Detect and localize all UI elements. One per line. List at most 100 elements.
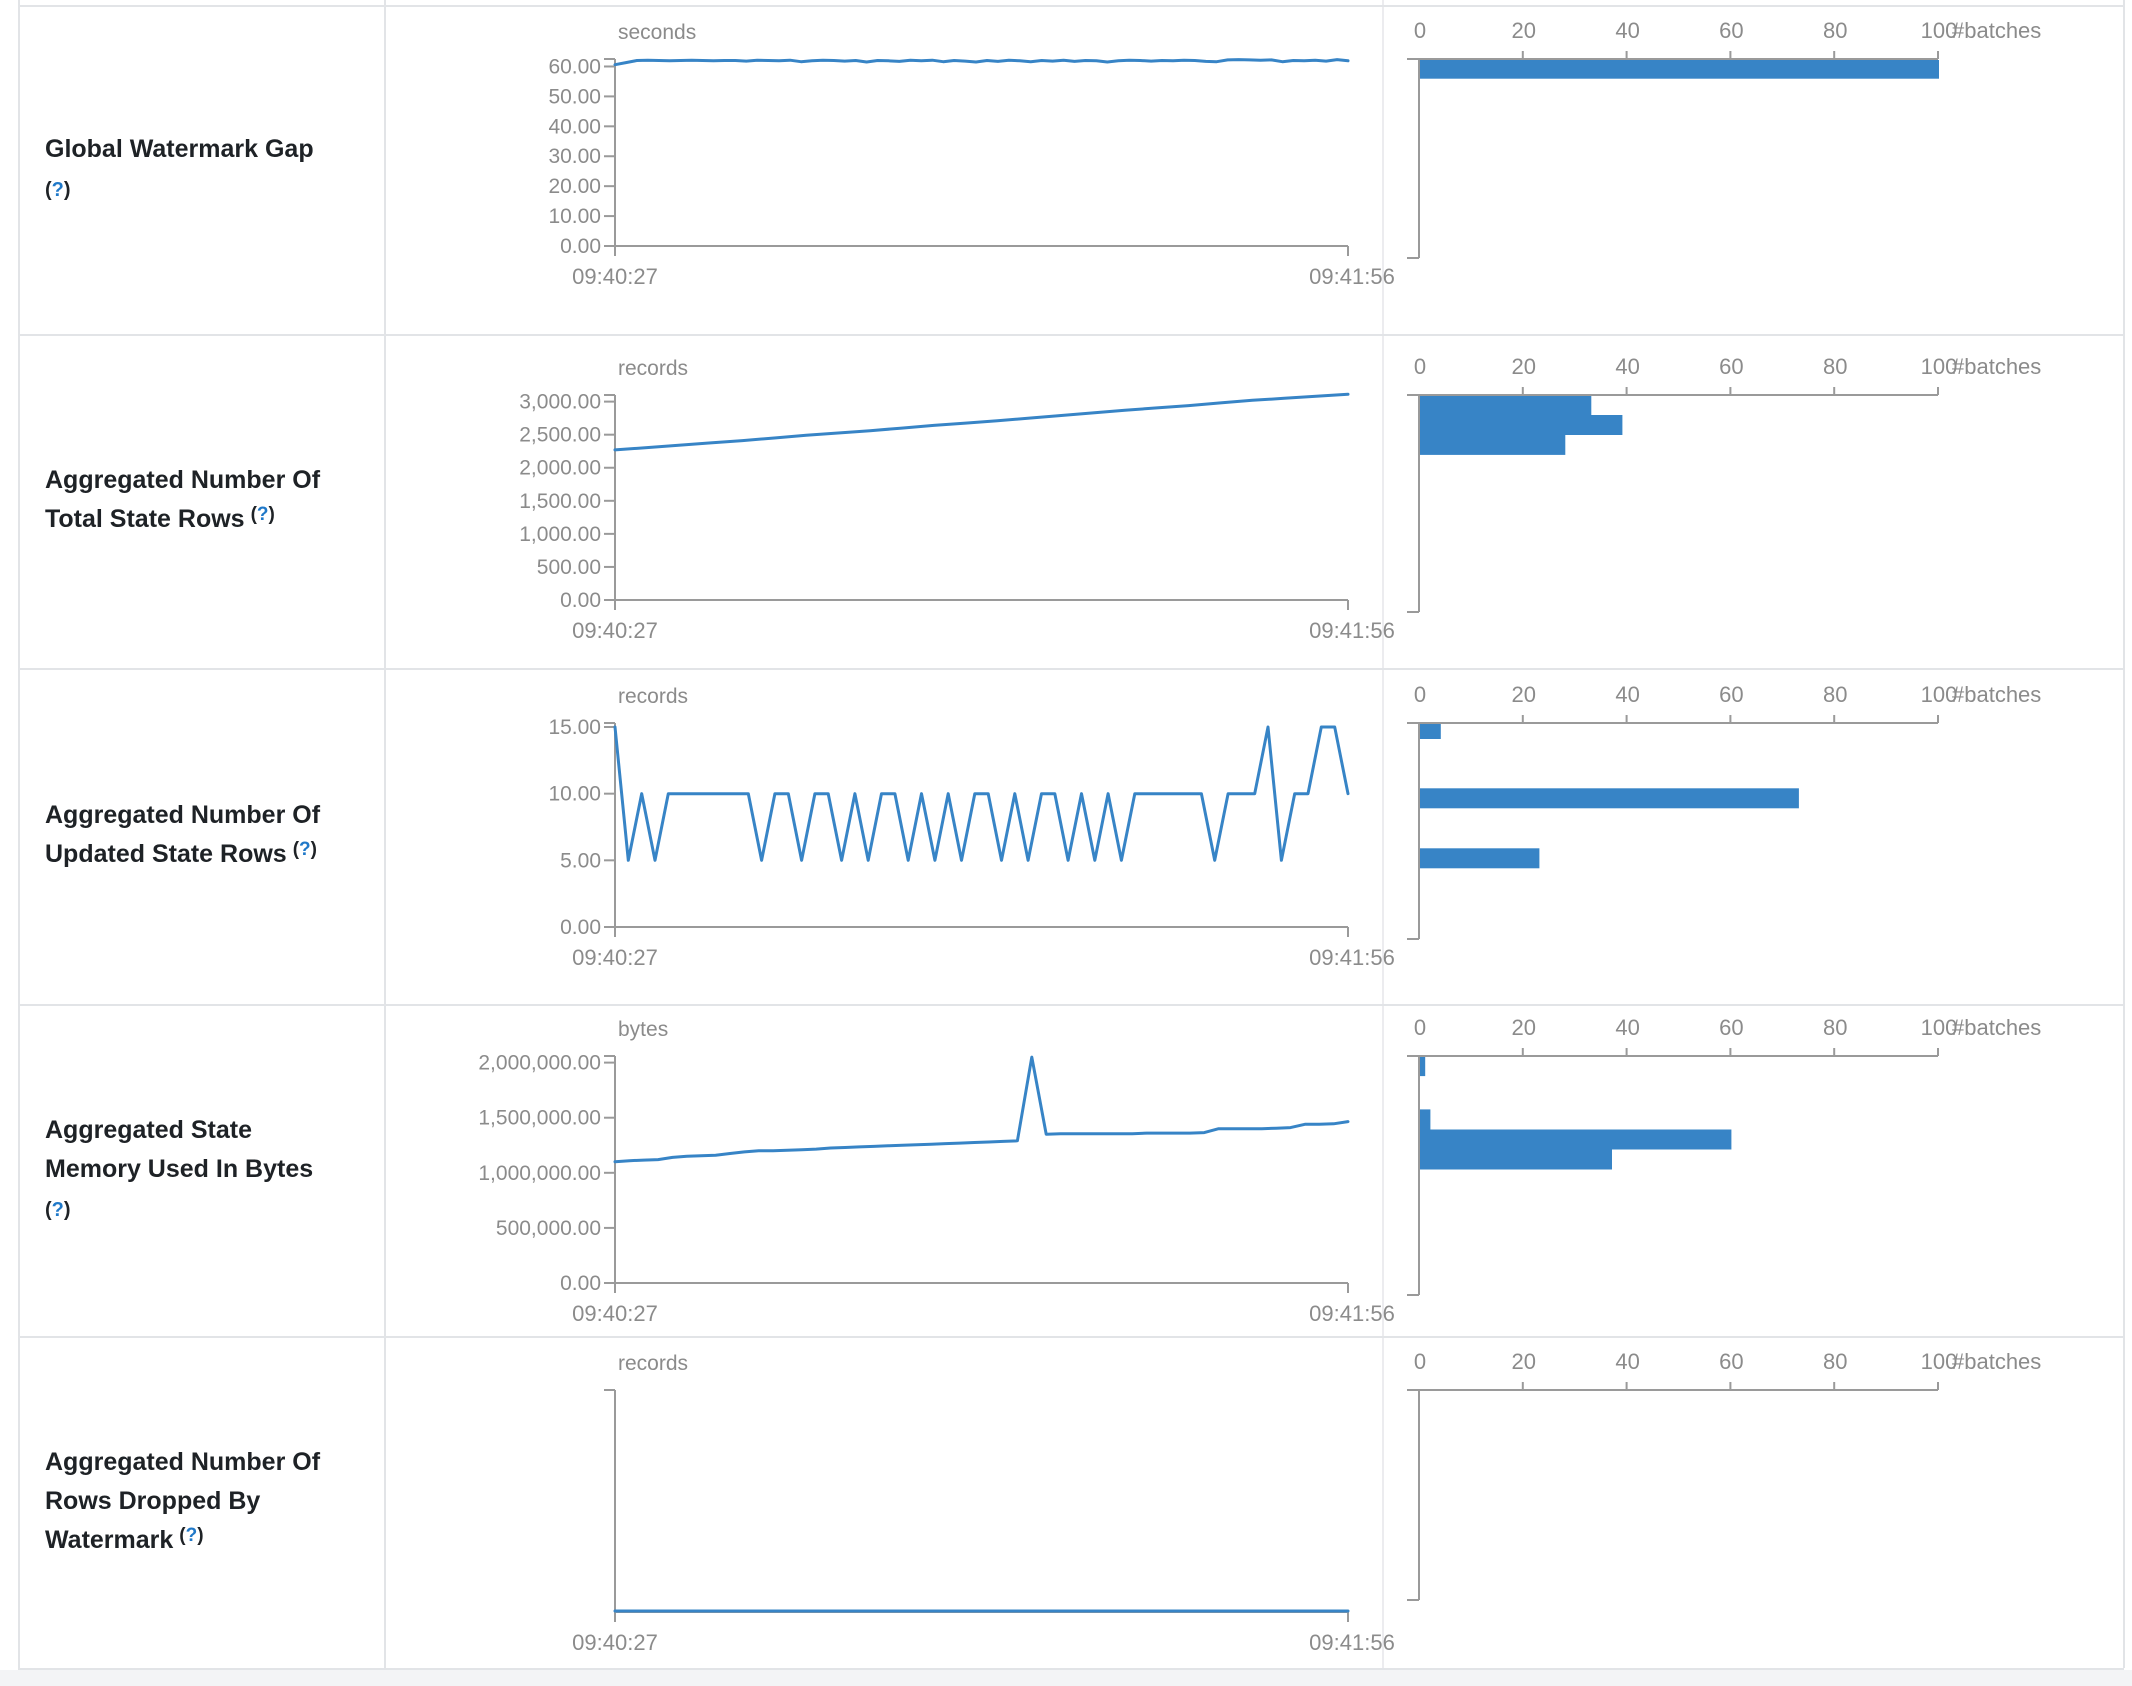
timeline-y-tick-label: 10.00: [548, 205, 601, 228]
timeline-y-tick-label: 20.00: [548, 175, 601, 198]
histogram-bar: [1420, 1057, 1426, 1077]
histogram-bar: [1420, 434, 1566, 455]
timeline-x-tick-label: 09:40:27: [572, 945, 658, 970]
timeline-unit-label: seconds: [618, 21, 696, 44]
question-mark-icon: ?: [51, 1198, 64, 1221]
timeline-y-tick-label: 2,000.00: [519, 457, 601, 480]
help-tooltip-link[interactable]: (?): [179, 1524, 204, 1546]
timeline-x-tick-label: 09:40:27: [572, 618, 658, 643]
timeline-x-tick-label: 09:41:56: [1309, 1630, 1395, 1655]
page-background-strip: [0, 1670, 2132, 1686]
timeline-y-tick-label: 1,000,000.00: [478, 1162, 601, 1185]
histogram-bar: [1420, 788, 1799, 809]
timeline-x-tick-label: 09:41:56: [1309, 1301, 1395, 1326]
histogram-x-tick-label: 40: [1615, 18, 1639, 43]
timeline-y-tick-label: 1,000.00: [519, 523, 601, 546]
help-tooltip-link[interactable]: (?): [45, 178, 71, 201]
metric-name-line: Aggregated Number Of: [45, 1447, 321, 1476]
timeline-line: [613, 392, 1350, 452]
histogram-x-tick-label: 40: [1615, 682, 1639, 707]
metric-name-rows-dropped-by-watermark: Aggregated Number Of Rows Dropped By Wat…: [20, 1336, 382, 1668]
histogram-x-tick-label: 80: [1823, 682, 1847, 707]
histogram-bar: [1420, 415, 1623, 435]
histogram-x-tick-label: 0: [1414, 18, 1426, 43]
histogram-x-tick-label: 20: [1512, 1015, 1536, 1040]
histogram-axis-title: #batches: [1952, 1015, 2041, 1040]
timeline-line: [613, 58, 1350, 67]
timeline-y-tick-label: 30.00: [548, 145, 601, 168]
metric-name-updated-state-rows: Aggregated Number Of Updated State Rows(…: [20, 668, 382, 1004]
histogram-bar: [1420, 60, 1939, 79]
metric-name-line: (?): [45, 169, 314, 210]
timeline-line: [613, 725, 1350, 862]
histogram-bar: [1420, 1109, 1431, 1130]
timeline-unit-label: records: [618, 357, 688, 380]
metric-name-line: Memory Used In Bytes: [45, 1154, 314, 1183]
question-mark-icon: ?: [256, 504, 269, 525]
timeline-y-tick-label: 0.00: [560, 589, 601, 612]
timeline-y-tick-label: 2,000,000.00: [478, 1052, 601, 1075]
table-border: [18, 334, 2124, 336]
metric-name-line: (?): [45, 1189, 313, 1230]
help-tooltip-link[interactable]: (?): [45, 1198, 71, 1221]
histogram-x-tick-label: 0: [1414, 1015, 1426, 1040]
metric-name-line: Watermark (?): [45, 1524, 204, 1554]
histogram-x-tick-label: 60: [1719, 18, 1743, 43]
metric-name-line: Aggregated Number Of: [45, 466, 321, 494]
metric-name-line: Rows Dropped By: [45, 1486, 261, 1515]
timeline-y-tick-label: 10.00: [548, 783, 601, 806]
timeline-y-tick-label: 0.00: [560, 235, 601, 258]
help-tooltip-link[interactable]: (?): [292, 839, 317, 860]
histogram-x-tick-label: 100: [1921, 682, 1958, 707]
metric-name-total-state-rows: Aggregated Number Of Total State Rows (?): [20, 334, 382, 668]
help-tooltip-link[interactable]: (?): [250, 504, 275, 525]
histogram-axis-title: #batches: [1952, 1349, 2041, 1374]
metric-name-line: Aggregated Number Of: [45, 801, 321, 829]
histogram-x-tick-label: 40: [1615, 1015, 1639, 1040]
histogram-x-tick-label: 60: [1719, 1349, 1743, 1374]
timeline-x-tick-label: 09:40:27: [572, 264, 658, 289]
table-border: [1382, 0, 1384, 1668]
histogram-bar: [1420, 1129, 1732, 1150]
timeline-y-tick-label: 0.00: [560, 916, 601, 939]
table-border: [384, 0, 386, 1668]
timeline-y-tick-label: 1,500.00: [519, 490, 601, 513]
histogram-x-tick-label: 100: [1921, 1015, 1958, 1040]
table-border: [18, 1668, 2124, 1670]
histogram-bar: [1420, 848, 1540, 869]
metric-name-line: Total State Rows (?): [45, 504, 275, 533]
histogram-x-tick-label: 40: [1615, 354, 1639, 379]
histogram-x-tick-label: 0: [1414, 682, 1426, 707]
timeline-x-tick-label: 09:40:27: [572, 1630, 658, 1655]
histogram-x-tick-label: 20: [1512, 1349, 1536, 1374]
table-border: [2123, 0, 2125, 1668]
histogram-x-tick-label: 100: [1921, 18, 1958, 43]
metric-name-state-memory-used: Aggregated State Memory Used In Bytes (?…: [20, 1004, 382, 1336]
table-border: [18, 1336, 2124, 1338]
timeline-y-tick-label: 0.00: [560, 1272, 601, 1295]
question-mark-icon: ?: [299, 839, 311, 860]
timeline-y-tick-label: 500.00: [537, 556, 601, 579]
histogram-x-tick-label: 80: [1823, 1015, 1847, 1040]
histogram-bar: [1420, 1149, 1612, 1170]
histogram-x-tick-label: 100: [1921, 354, 1958, 379]
timeline-x-tick-label: 09:41:56: [1309, 618, 1395, 643]
metric-name-line: Aggregated State: [45, 1115, 252, 1144]
table-border: [18, 668, 2124, 670]
timeline-y-tick-label: 3,000.00: [519, 391, 601, 414]
timeline-y-tick-label: 40.00: [548, 115, 601, 138]
table-border: [18, 0, 20, 1668]
timeline-x-tick-label: 09:40:27: [572, 1301, 658, 1326]
timeline-x-tick-label: 09:41:56: [1309, 264, 1395, 289]
histogram-bar: [1420, 396, 1592, 415]
metric-name-line: Global Watermark Gap: [45, 134, 314, 163]
histogram-axis-title: #batches: [1952, 682, 2041, 707]
histogram-x-tick-label: 0: [1414, 354, 1426, 379]
histogram-bar: [1420, 724, 1441, 739]
histogram-x-tick-label: 0: [1414, 1349, 1426, 1374]
histogram-x-tick-label: 60: [1719, 354, 1743, 379]
histogram-x-tick-label: 100: [1921, 1349, 1958, 1374]
histogram-x-tick-label: 20: [1512, 682, 1536, 707]
histogram-axis-title: #batches: [1952, 18, 2041, 43]
